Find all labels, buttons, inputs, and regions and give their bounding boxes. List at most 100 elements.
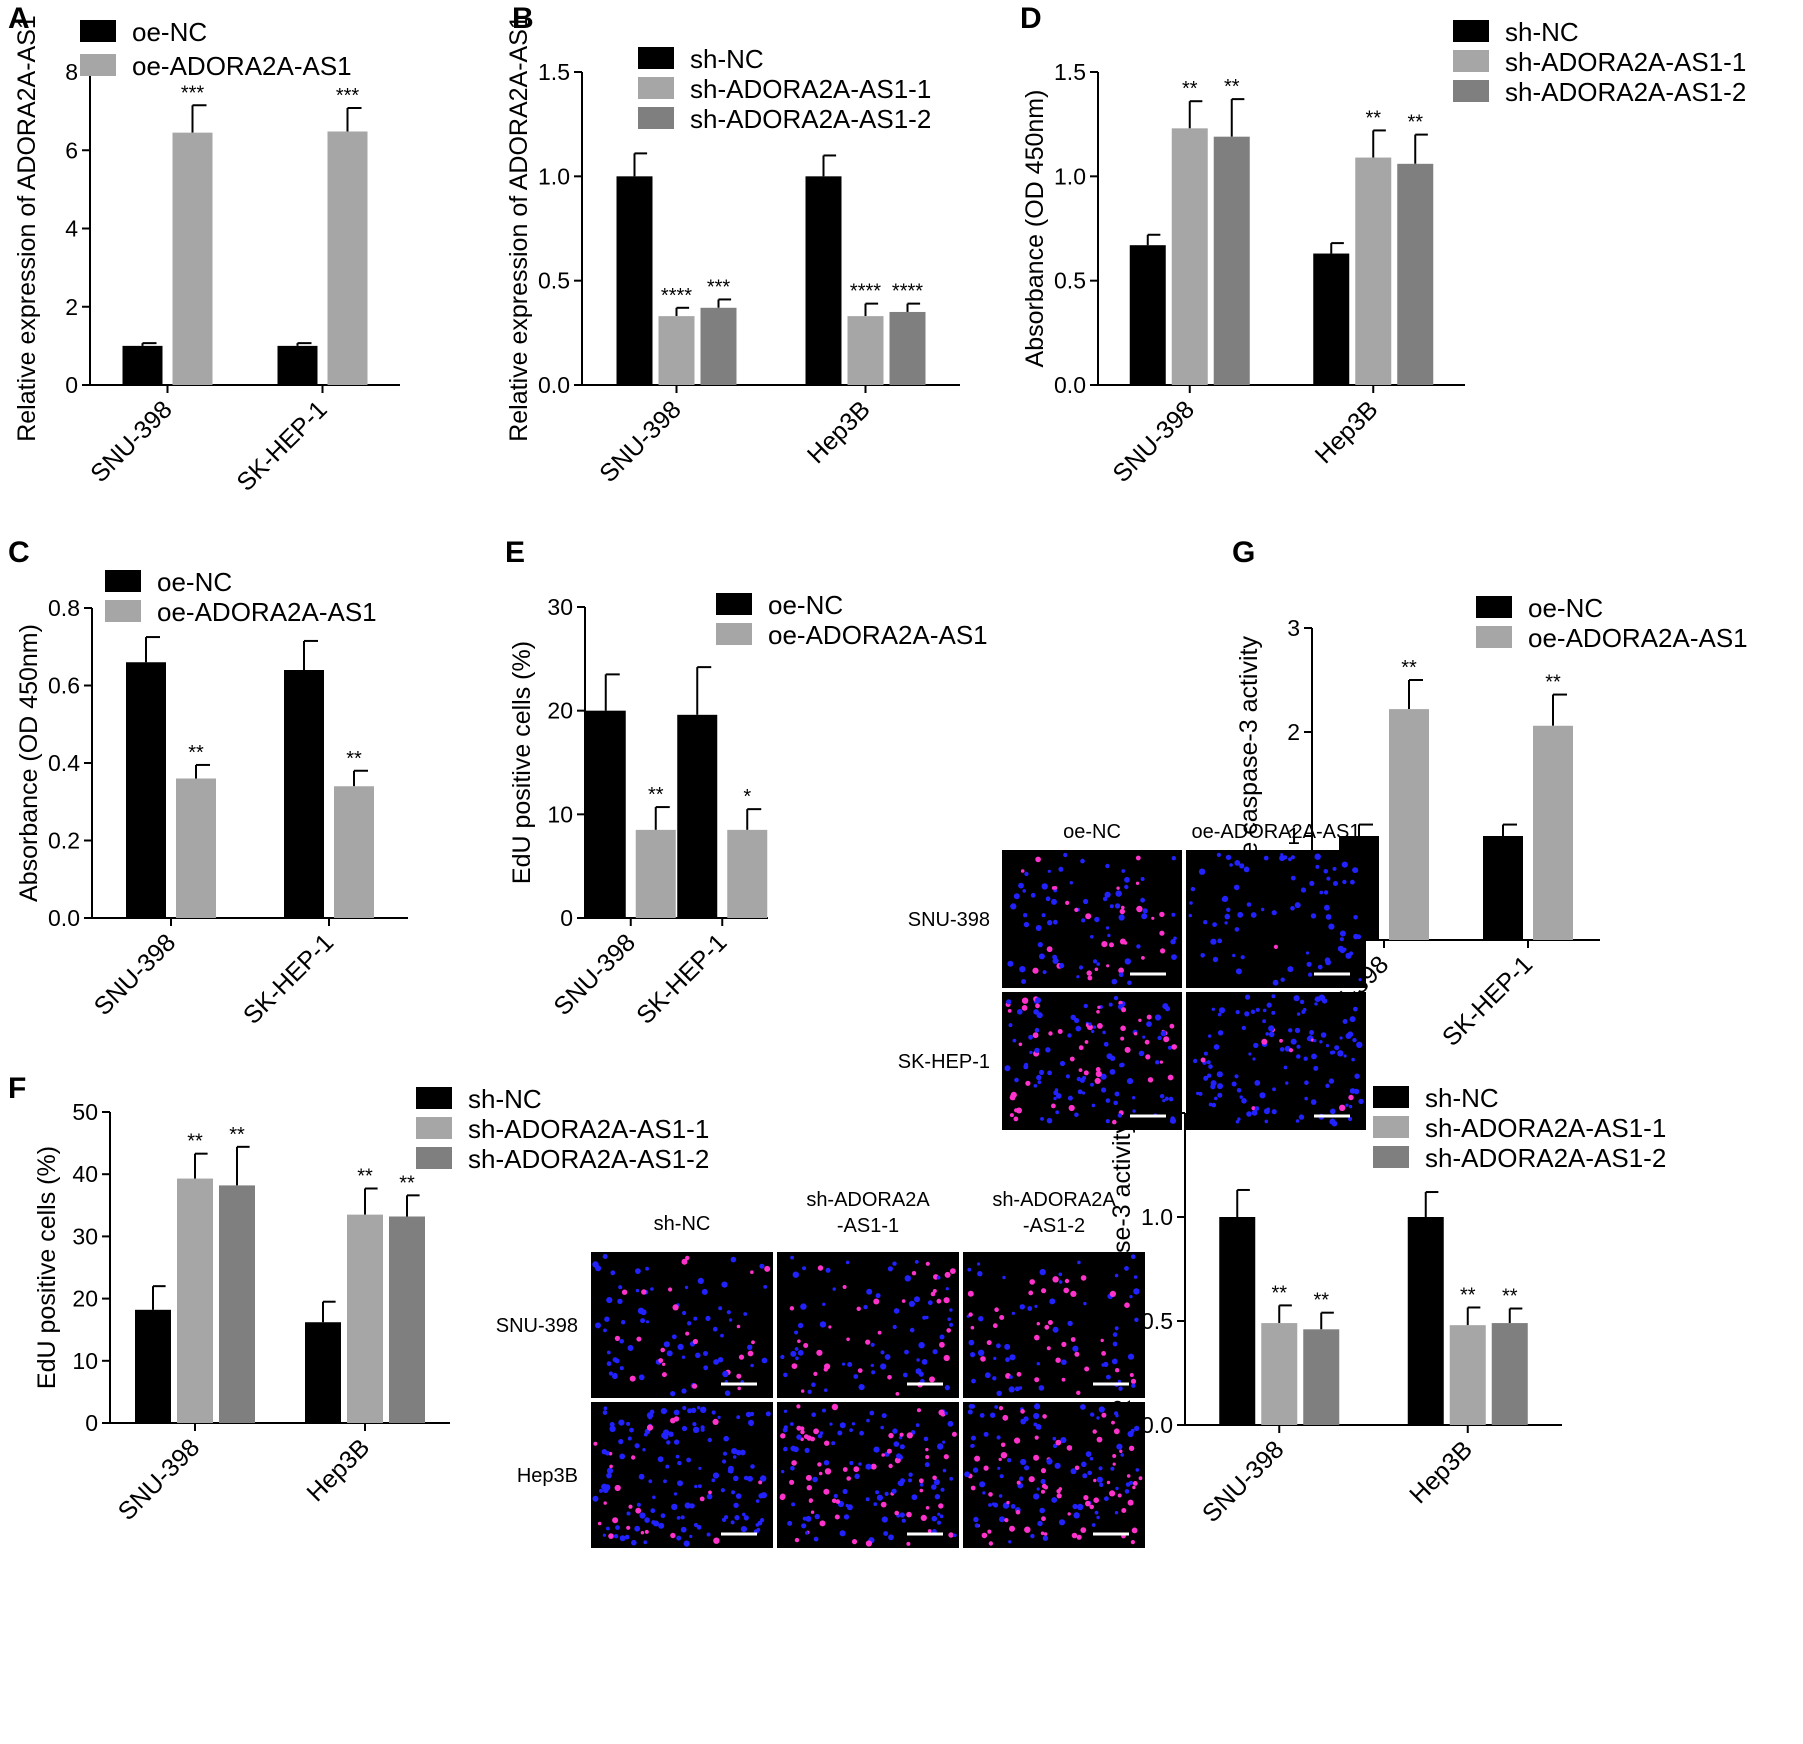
nucleus xyxy=(881,1413,887,1419)
nucleus xyxy=(734,1515,740,1521)
significance-label: *** xyxy=(707,276,731,298)
edu-positive-nucleus xyxy=(1132,1485,1136,1490)
nucleus xyxy=(1035,997,1042,1004)
edu-positive-nucleus xyxy=(1106,964,1110,968)
nucleus xyxy=(1160,1030,1167,1037)
edu-positive-nucleus xyxy=(880,1501,887,1508)
nucleus xyxy=(1211,1102,1217,1108)
nucleus xyxy=(681,1388,687,1394)
edu-positive-nucleus xyxy=(712,1418,719,1425)
nucleus xyxy=(983,1431,989,1437)
nucleus xyxy=(720,1333,724,1338)
nucleus xyxy=(1054,1088,1059,1092)
edu-positive-nucleus xyxy=(842,1285,847,1289)
nucleus xyxy=(673,1409,680,1416)
edu-positive-nucleus xyxy=(1095,1070,1102,1078)
nucleus xyxy=(1088,1022,1092,1026)
legend-label: oe-ADORA2A-AS1 xyxy=(1528,623,1748,653)
nucleus xyxy=(1014,1386,1020,1392)
nucleus xyxy=(680,1515,685,1520)
edu-positive-nucleus xyxy=(1135,881,1140,885)
nucleus xyxy=(1323,869,1329,874)
edu-positive-nucleus xyxy=(999,1315,1005,1320)
nucleus xyxy=(643,1540,648,1545)
nucleus xyxy=(731,1448,738,1455)
edu-positive-nucleus xyxy=(1032,967,1039,974)
edu-positive-nucleus xyxy=(1116,886,1120,890)
nucleus xyxy=(1299,999,1305,1005)
nucleus xyxy=(731,1490,736,1495)
edu-positive-nucleus xyxy=(925,1447,929,1452)
nucleus xyxy=(1103,1041,1109,1047)
nucleus xyxy=(1093,1025,1097,1029)
nucleus xyxy=(939,1334,945,1340)
edu-positive-nucleus xyxy=(1096,1010,1100,1014)
nucleus xyxy=(750,1363,754,1368)
nucleus xyxy=(1224,921,1228,925)
nucleus xyxy=(722,1370,729,1378)
nucleus xyxy=(650,1287,654,1291)
edu-positive-nucleus xyxy=(672,1304,679,1311)
nucleus xyxy=(1255,1007,1260,1013)
nucleus xyxy=(693,1522,699,1528)
nucleus xyxy=(858,1384,865,1391)
bar-oe-nc-sk-hep-1 xyxy=(284,670,324,918)
nucleus xyxy=(1234,927,1240,932)
edu-positive-nucleus xyxy=(738,1354,745,1360)
edu-positive-nucleus xyxy=(823,1488,830,1495)
edu-positive-nucleus xyxy=(1096,1436,1103,1443)
nucleus xyxy=(1328,1078,1335,1084)
nucleus xyxy=(853,1374,859,1379)
nucleus xyxy=(1058,962,1065,969)
bar-sh-adora2a-as1-1-snu-398 xyxy=(177,1178,213,1423)
nucleus xyxy=(1208,1034,1212,1038)
edu-positive-nucleus xyxy=(817,1462,822,1467)
edu-positive-nucleus xyxy=(810,1510,815,1514)
edu-positive-nucleus xyxy=(629,1375,636,1382)
micrograph-image xyxy=(1186,850,1366,988)
nucleus xyxy=(1251,1109,1258,1116)
nucleus xyxy=(1272,1087,1276,1092)
nucleus xyxy=(666,1350,673,1357)
nucleus xyxy=(1118,972,1124,978)
nucleus xyxy=(1325,1044,1330,1048)
nucleus xyxy=(1052,1326,1059,1333)
edu-positive-nucleus xyxy=(950,1268,956,1274)
significance-label: ** xyxy=(1271,1282,1287,1304)
nucleus xyxy=(677,1460,682,1466)
nucleus xyxy=(1077,1503,1084,1511)
nucleus xyxy=(921,1359,928,1365)
legend-swatch xyxy=(716,593,752,615)
nucleus xyxy=(1079,1078,1085,1083)
bar-sh-nc-snu-398 xyxy=(1219,1217,1256,1425)
edu-positive-nucleus xyxy=(857,1368,863,1373)
micrograph-image xyxy=(1186,992,1366,1130)
nucleus xyxy=(914,1296,920,1303)
nucleus xyxy=(924,1462,930,1468)
edu-positive-nucleus xyxy=(1004,1518,1009,1523)
significance-label: ** xyxy=(648,784,664,806)
nucleus xyxy=(606,1526,610,1531)
nucleus xyxy=(1046,1458,1053,1465)
edu-positive-nucleus xyxy=(1112,1454,1117,1458)
nucleus xyxy=(1288,857,1292,862)
nucleus xyxy=(1304,1080,1309,1085)
significance-label: ** xyxy=(357,1166,373,1188)
y-tick-label: 0.5 xyxy=(538,268,570,294)
nucleus xyxy=(1037,942,1043,948)
bar-sh-adora2a-as1-2-snu-398 xyxy=(1303,1329,1340,1425)
y-tick-label: 2 xyxy=(1287,719,1300,745)
bar-sh-adora2a-as1-2-snu-398 xyxy=(1213,136,1250,385)
nucleus xyxy=(790,1255,794,1260)
edu-positive-nucleus xyxy=(865,1540,873,1547)
legend-swatch xyxy=(105,600,141,622)
nucleus xyxy=(883,1531,889,1536)
nucleus xyxy=(839,1530,846,1537)
nucleus xyxy=(601,1483,608,1490)
nucleus xyxy=(1134,1317,1139,1323)
nucleus xyxy=(756,1527,761,1532)
nucleus xyxy=(1203,920,1208,925)
edu-positive-nucleus xyxy=(1120,1036,1125,1041)
nucleus xyxy=(990,1412,996,1418)
edu-positive-nucleus xyxy=(994,1307,999,1312)
